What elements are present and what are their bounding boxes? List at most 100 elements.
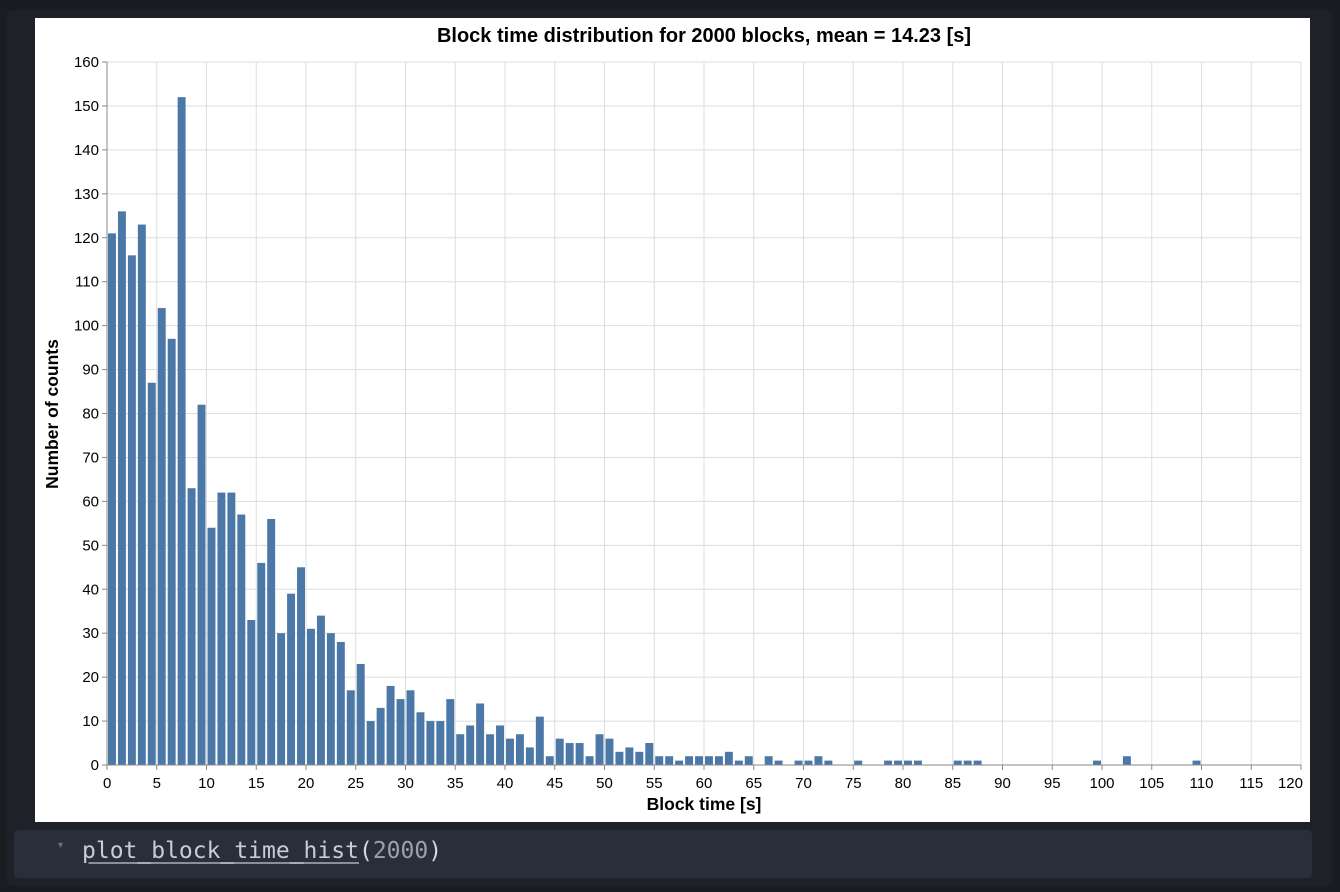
y-tick-label: 30 bbox=[82, 625, 99, 642]
histogram-bar bbox=[277, 633, 286, 765]
histogram-bar bbox=[1093, 760, 1101, 765]
histogram-bar bbox=[476, 703, 485, 765]
histogram-bar bbox=[913, 760, 922, 765]
histogram-bar bbox=[814, 756, 823, 765]
x-tick-label: 5 bbox=[153, 775, 161, 792]
histogram-bar bbox=[675, 760, 684, 765]
histogram-bar bbox=[685, 756, 694, 765]
y-tick-label: 130 bbox=[74, 186, 99, 203]
code-cell[interactable]: ▾ plot_block_time_hist(2000) bbox=[14, 830, 1312, 878]
y-tick-label: 140 bbox=[74, 142, 99, 159]
histogram-bar bbox=[1122, 756, 1131, 765]
histogram-bar bbox=[436, 721, 445, 765]
histogram-bar bbox=[585, 756, 594, 765]
histogram-bar bbox=[326, 633, 335, 765]
histogram-bar bbox=[496, 725, 504, 765]
x-tick-label: 85 bbox=[944, 775, 961, 792]
histogram-bar bbox=[794, 760, 803, 765]
histogram-bar bbox=[714, 756, 723, 765]
histogram-bar bbox=[705, 756, 713, 765]
axes: 0102030405060708090100110120130140150160… bbox=[74, 54, 1303, 792]
histogram-bar bbox=[237, 514, 246, 765]
histogram-bar bbox=[854, 760, 863, 765]
bars bbox=[108, 97, 1201, 766]
y-axis-title: Number of counts bbox=[42, 339, 62, 489]
x-tick-label: 10 bbox=[198, 775, 215, 792]
histogram-bar bbox=[635, 751, 644, 765]
histogram-bar bbox=[774, 760, 783, 765]
x-tick-label: 110 bbox=[1190, 775, 1214, 792]
histogram-bar bbox=[446, 699, 455, 765]
function-argument: 2000 bbox=[372, 838, 429, 864]
histogram-bar bbox=[257, 562, 266, 765]
histogram-bar bbox=[734, 760, 743, 765]
histogram-bar bbox=[615, 751, 624, 765]
x-tick-label: 100 bbox=[1089, 775, 1114, 792]
y-tick-label: 90 bbox=[82, 362, 99, 379]
histogram-bar bbox=[267, 518, 276, 765]
histogram-bar bbox=[565, 743, 574, 765]
histogram-bar bbox=[117, 211, 126, 765]
histogram-bar bbox=[904, 760, 912, 765]
histogram-bar bbox=[137, 224, 146, 766]
histogram-bar bbox=[207, 527, 216, 765]
y-tick-label: 70 bbox=[82, 449, 99, 466]
code-line[interactable]: plot_block_time_hist(2000) bbox=[82, 838, 442, 864]
histogram-bar bbox=[376, 707, 385, 765]
x-tick-label: 60 bbox=[696, 775, 713, 792]
open-paren: ( bbox=[358, 838, 373, 864]
histogram-bar bbox=[953, 760, 962, 765]
histogram-bar bbox=[744, 756, 753, 765]
histogram-bar bbox=[764, 756, 773, 765]
y-tick-label: 120 bbox=[74, 230, 99, 247]
histogram-bar bbox=[625, 747, 634, 765]
x-axis-title: Block time [s] bbox=[647, 794, 762, 814]
x-tick-label: 40 bbox=[497, 775, 514, 792]
y-tick-label: 0 bbox=[91, 757, 99, 774]
y-tick-label: 60 bbox=[82, 493, 99, 510]
collapse-indicator-icon[interactable]: ▾ bbox=[58, 840, 64, 851]
y-tick-label: 100 bbox=[74, 318, 99, 335]
histogram-bar bbox=[177, 97, 186, 765]
chart-title: Block time distribution for 2000 blocks,… bbox=[437, 25, 971, 47]
x-tick-label: 45 bbox=[546, 775, 563, 792]
histogram-bar bbox=[307, 628, 315, 765]
x-tick-label: 115 bbox=[1239, 775, 1263, 792]
histogram-bar bbox=[515, 734, 524, 765]
histogram-bar bbox=[287, 593, 296, 765]
x-tick-label: 20 bbox=[298, 775, 315, 792]
histogram-bar bbox=[426, 721, 435, 765]
histogram-bar bbox=[127, 255, 136, 765]
histogram-bar bbox=[416, 712, 425, 765]
y-tick-label: 110 bbox=[75, 274, 99, 291]
x-tick-label: 0 bbox=[103, 775, 111, 792]
histogram-bar bbox=[217, 492, 226, 765]
x-tick-label: 90 bbox=[994, 775, 1011, 792]
histogram-bar bbox=[336, 641, 345, 765]
x-tick-label: 105 bbox=[1139, 775, 1164, 792]
histogram-bar bbox=[655, 756, 664, 765]
y-tick-label: 40 bbox=[82, 581, 99, 598]
x-tick-label: 35 bbox=[447, 775, 464, 792]
y-tick-label: 50 bbox=[82, 537, 99, 554]
histogram-bar bbox=[406, 690, 415, 765]
y-tick-label: 10 bbox=[82, 713, 99, 730]
histogram-bar bbox=[316, 615, 325, 765]
close-paren: ) bbox=[428, 838, 443, 864]
histogram-bar bbox=[396, 699, 405, 765]
histogram-bar bbox=[356, 663, 365, 765]
function-name: plot_block_time_hist bbox=[82, 838, 359, 864]
x-tick-label: 80 bbox=[895, 775, 912, 792]
histogram-bar bbox=[108, 233, 116, 765]
histogram-bar bbox=[605, 738, 614, 765]
histogram-bar bbox=[346, 690, 355, 765]
histogram-bar bbox=[167, 338, 176, 765]
x-tick-label: 95 bbox=[1044, 775, 1061, 792]
gridlines bbox=[106, 61, 1302, 766]
histogram-bar bbox=[575, 743, 584, 765]
histogram-bar bbox=[197, 404, 206, 765]
histogram-bar bbox=[884, 760, 893, 765]
histogram-bar bbox=[645, 743, 654, 765]
x-tick-label: 120 bbox=[1278, 775, 1303, 792]
histogram-bar bbox=[555, 738, 564, 765]
